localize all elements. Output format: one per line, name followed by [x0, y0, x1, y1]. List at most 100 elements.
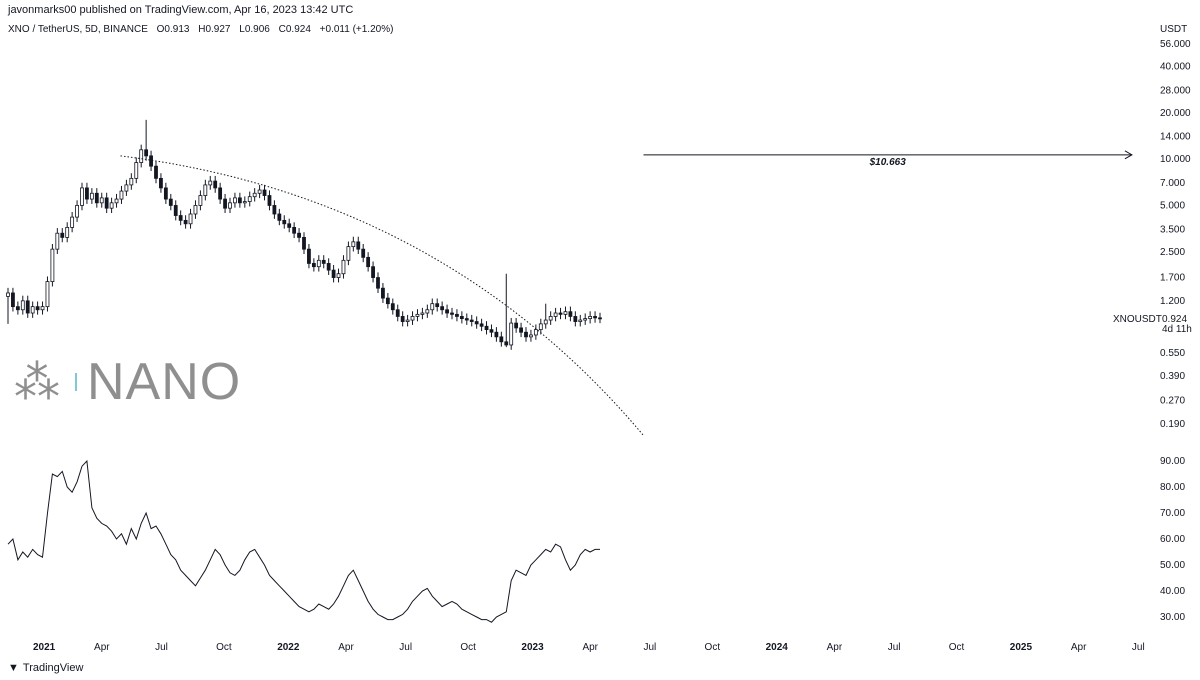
candle-body [533, 329, 538, 336]
candle-body [272, 205, 277, 215]
candle-body [459, 316, 464, 319]
candle-body [277, 213, 282, 221]
oscillator-tick-label: 40.00 [1160, 586, 1185, 597]
candle-body [257, 189, 262, 194]
candle-body [331, 269, 336, 278]
candle-body [168, 198, 173, 206]
time-tick-label: Apr [827, 642, 843, 653]
time-tick-label: Apr [582, 642, 598, 653]
candle-body [588, 316, 593, 319]
price-tick-label: 0.390 [1160, 371, 1185, 382]
legend-symbol[interactable]: XNO / TetherUS, 5D, BINANCE [8, 24, 148, 35]
candle-body [573, 316, 578, 322]
candle-body [435, 303, 440, 308]
price-tick-label: 20.000 [1160, 108, 1191, 119]
candle-body [366, 256, 371, 268]
time-tick-label: Jul [644, 642, 657, 653]
candle-body [568, 311, 573, 317]
target-price-label: $10.663 [869, 157, 907, 168]
candle-body [425, 309, 430, 314]
legend-change: +0.011 (+1.20%) [319, 24, 394, 35]
legend-low: L0.906 [239, 24, 270, 35]
candle-body [598, 317, 602, 320]
watermark-text: NANO [87, 353, 242, 411]
price-tick-label: 3.500 [1160, 224, 1185, 235]
footer-brand[interactable]: TradingView [22, 662, 84, 674]
price-tick-label: 1.200 [1160, 296, 1185, 307]
candle-body [469, 319, 474, 322]
candle-body [376, 277, 380, 289]
candle-body [237, 197, 242, 204]
nano-watermark: ⁂ NANO [14, 352, 241, 412]
candle-body [464, 318, 469, 321]
arrow-right-icon [1124, 150, 1133, 160]
candle-body [410, 316, 415, 321]
candle-body [218, 187, 223, 200]
candle-body [134, 162, 139, 179]
candle-body [109, 202, 114, 209]
candle-body [129, 177, 134, 186]
legend-open: O0.913 [156, 24, 190, 35]
target-line[interactable]: $10.663 [643, 150, 1133, 168]
bar-countdown: 4d 11h [1162, 324, 1192, 335]
candle-body [583, 318, 588, 321]
candle-body [430, 303, 435, 311]
candle-body [20, 300, 25, 311]
candle-body [104, 197, 109, 209]
oscillator-tick-label: 70.00 [1160, 508, 1185, 519]
time-tick-label: Oct [949, 642, 965, 653]
candle-body [405, 319, 410, 322]
candle-body [450, 312, 454, 315]
candle-body [75, 205, 79, 218]
time-tick-label: Oct [460, 642, 476, 653]
candle-body [80, 187, 84, 206]
price-tick-label: 0.270 [1160, 396, 1185, 407]
candle-body [548, 316, 553, 321]
last-price-value: 0.924 [1162, 314, 1187, 325]
candle-body [499, 336, 504, 343]
price-tick-label: 14.000 [1160, 132, 1191, 143]
oscillator-tick-label: 90.00 [1160, 456, 1185, 467]
candle-body [292, 227, 297, 234]
candle-body [385, 297, 390, 305]
candle-body [55, 232, 60, 250]
time-tick-label: 2025 [1010, 642, 1033, 653]
time-tick-label: 2023 [521, 642, 544, 653]
candle-body [356, 241, 361, 250]
price-tick-label: 28.000 [1160, 85, 1191, 96]
candle-body [395, 309, 400, 317]
candle-body [543, 319, 548, 325]
candle-body [11, 292, 15, 308]
candle-body [70, 216, 75, 228]
candle-body [494, 331, 499, 338]
candle-body [341, 259, 346, 275]
candle-body [558, 312, 563, 315]
candle-body [563, 311, 568, 315]
candle-body [178, 215, 183, 221]
candle-body [489, 329, 494, 333]
candlestick-series [6, 119, 602, 350]
time-tick-label: Apr [94, 642, 110, 653]
candle-body [538, 323, 543, 331]
candle-body [361, 248, 366, 258]
candle-body [25, 300, 30, 314]
candle-body [445, 309, 449, 314]
candle-body [40, 306, 45, 311]
time-tick-label: Jul [888, 642, 901, 653]
candle-body [553, 312, 558, 317]
time-tick-label: Jul [399, 642, 412, 653]
candle-body [198, 195, 203, 206]
price-tick-label: 56.000 [1160, 39, 1191, 50]
last-price-tag: XNOUSDT 0.924 4d 11h [1113, 314, 1192, 335]
tradingview-logo-icon[interactable]: ▼ [8, 662, 19, 674]
candle-body [119, 190, 124, 200]
candle-body [381, 287, 385, 299]
dotted-trendline[interactable] [120, 155, 644, 436]
nano-x-icon: ⁂ [14, 356, 61, 408]
price-tick-label: 1.700 [1160, 273, 1185, 284]
last-price-symbol: XNOUSDT [1113, 314, 1162, 325]
time-tick-label: 2022 [277, 642, 300, 653]
candle-body [336, 273, 341, 278]
oscillator-tick-label: 80.00 [1160, 482, 1185, 493]
